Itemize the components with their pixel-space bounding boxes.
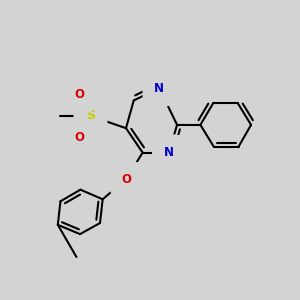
Text: N: N [154,82,164,95]
Text: O: O [121,173,131,186]
Text: S: S [86,110,95,122]
Text: O: O [74,88,84,101]
Text: O: O [74,130,84,144]
Text: N: N [164,146,174,159]
